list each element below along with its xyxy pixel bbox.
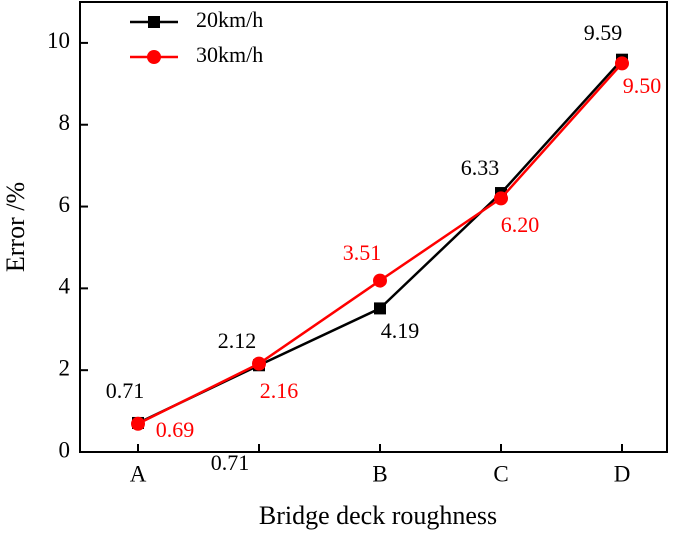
data-label: 0.69 — [156, 417, 195, 442]
legend-marker — [147, 50, 161, 64]
x-tick-label: D — [614, 461, 631, 486]
data-label: 2.12 — [218, 328, 257, 353]
x-tick-label: C — [493, 461, 508, 486]
point — [494, 191, 508, 206]
x-tick-label: A — [130, 461, 147, 486]
data-label: 9.50 — [623, 73, 662, 98]
data-label: 0.71 — [211, 450, 250, 475]
y-tick-label: 4 — [59, 274, 71, 299]
y-axis-title: Error /% — [1, 182, 30, 272]
legend-marker — [148, 16, 160, 28]
point — [252, 356, 266, 371]
y-tick-label: 8 — [59, 110, 71, 135]
data-label: 4.19 — [381, 318, 420, 343]
point — [373, 273, 387, 288]
legend-label: 30km/h — [196, 42, 263, 67]
data-label: 3.51 — [343, 240, 382, 265]
point — [131, 416, 145, 431]
point — [615, 56, 629, 71]
data-label: 6.33 — [461, 155, 500, 180]
data-label: 2.16 — [260, 378, 299, 403]
point — [374, 302, 386, 315]
y-tick-label: 6 — [59, 192, 71, 217]
x-tick-label: B — [372, 461, 387, 486]
y-tick-label: 10 — [47, 28, 70, 53]
x-axis-title: Bridge deck roughness — [259, 501, 497, 530]
plot-frame — [79, 1, 668, 453]
data-label: 0.71 — [106, 378, 145, 403]
y-tick-label: 2 — [59, 355, 71, 380]
data-label: 9.59 — [584, 20, 623, 45]
y-tick-label: 0 — [59, 437, 71, 462]
data-label: 6.20 — [501, 212, 540, 237]
legend-label: 20km/h — [196, 7, 263, 32]
